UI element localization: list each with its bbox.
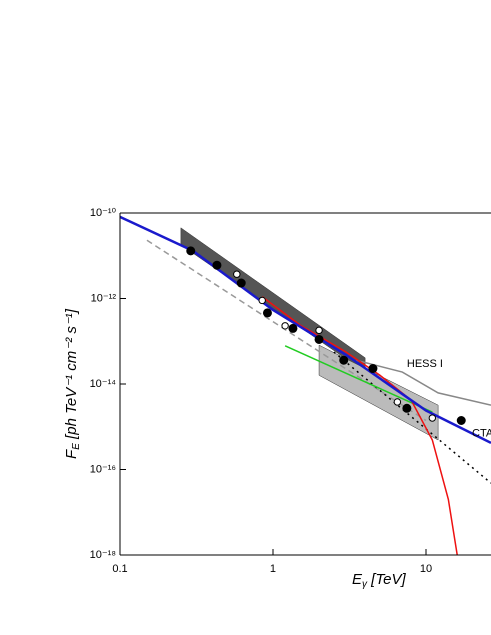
x-tick-label: 1	[270, 563, 276, 575]
data-point	[262, 308, 272, 318]
band	[318, 344, 439, 441]
y-axis-title: FE [ph TeV⁻¹ cm⁻² s⁻¹]	[63, 308, 82, 459]
data-point	[258, 296, 266, 305]
data-point	[236, 278, 246, 288]
y-tick-label: 10⁻¹⁴	[90, 378, 117, 390]
line	[356, 359, 491, 406]
data-point	[402, 403, 412, 413]
line	[284, 345, 433, 413]
data-point	[428, 414, 437, 422]
data-point	[314, 334, 324, 344]
y-tick-label: 10⁻¹²	[91, 292, 117, 304]
line	[146, 239, 427, 422]
data-point	[368, 364, 378, 374]
y-tick-label: 10⁻¹⁶	[90, 463, 116, 475]
data-point	[456, 416, 466, 426]
data-point	[315, 326, 323, 335]
line	[333, 351, 491, 484]
x-tick-label: 10	[420, 563, 432, 575]
line	[120, 215, 491, 444]
data-point	[212, 260, 222, 270]
data-point	[288, 323, 298, 333]
y-tick-label: 10⁻¹⁸	[90, 549, 116, 561]
data-point	[233, 270, 241, 278]
annotation: CTA	[472, 427, 491, 439]
data-point	[339, 355, 349, 365]
data-point	[186, 246, 196, 256]
plot-area	[120, 215, 491, 555]
y-tick-label: 10⁻¹⁰	[90, 207, 117, 219]
data-point	[281, 322, 289, 330]
annotation: HESS I	[407, 358, 443, 370]
data-point	[393, 398, 402, 406]
line	[261, 296, 458, 555]
x-axis-title: Eγ [TeV]	[352, 571, 406, 590]
x-tick-label: 0.1	[112, 563, 127, 575]
